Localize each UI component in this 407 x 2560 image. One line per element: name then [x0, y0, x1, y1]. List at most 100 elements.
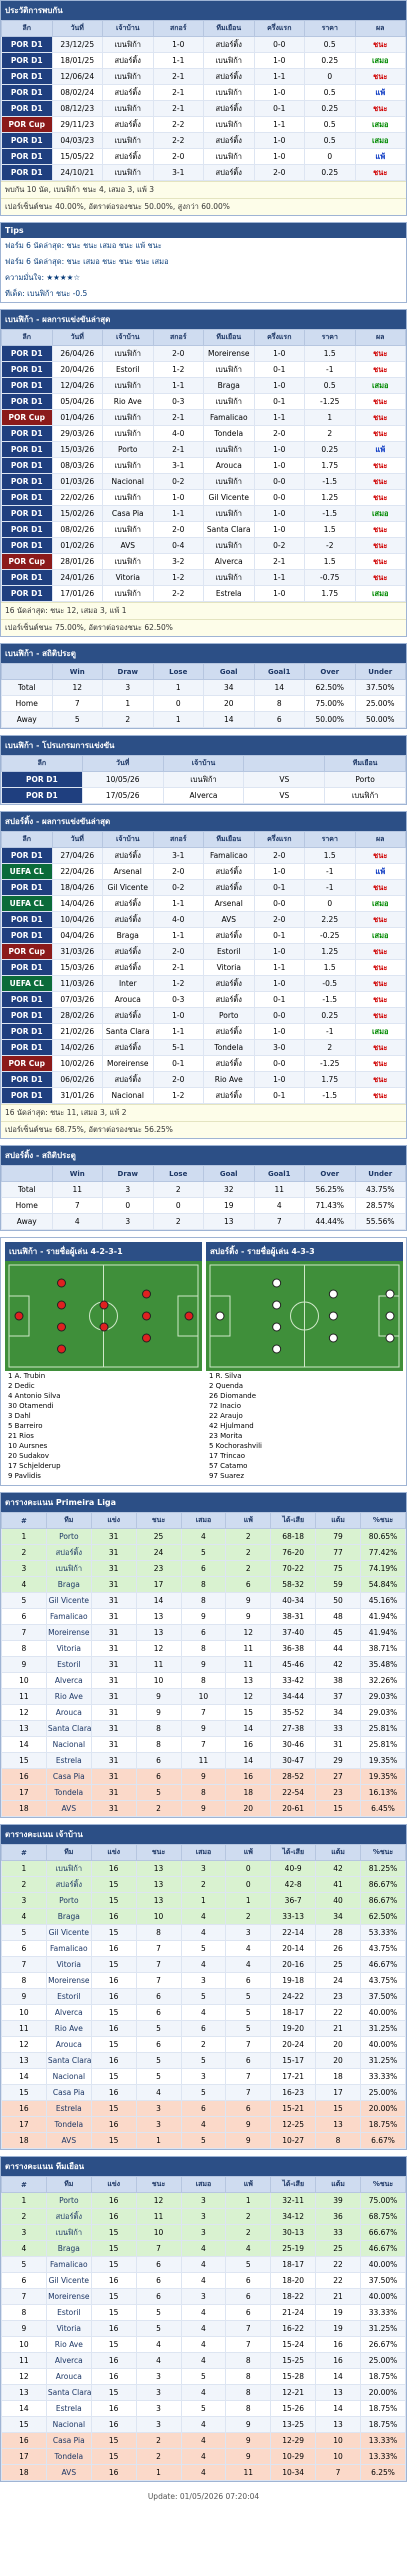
row: 2 สปอร์ติ้ง 16 11 3 2 34-12 36 68.75% — [1, 2208, 406, 2225]
cell: AVS — [203, 911, 255, 928]
cell: เบนฟิก้า — [203, 52, 255, 69]
cell: 28 — [315, 1924, 361, 1941]
cell: 15 — [90, 2132, 137, 2149]
cell: 2-1 — [152, 409, 204, 426]
cell: POR D1 — [1, 1007, 53, 1024]
cell: 5 — [135, 2320, 182, 2337]
player-dot — [385, 1333, 395, 1343]
row: 11 Rio Ave 31 9 10 12 34-44 37 29.03% — [1, 1688, 406, 1705]
cell: 5 — [180, 2400, 227, 2417]
team-lineup: สปอร์ติ้ง - รายชื่อผู้เล่น 4-3-3 1 R. Sil… — [206, 1242, 403, 1481]
cell: 1-0 — [253, 943, 305, 960]
cell: 2-0 — [152, 148, 204, 165]
section: เบนฟิก้า - สถิติประตู Win Draw Lose Goal Goal… — [0, 643, 407, 729]
cell: ชนะ — [354, 409, 406, 426]
cell: 34-44 — [270, 1688, 317, 1705]
cell: 0-0 — [253, 1055, 305, 1072]
row: POR D1 17/01/26 เบนฟิก้า 2-2 Estrela 1-0 1.75 เ… — [1, 585, 406, 602]
cell: 70-22 — [270, 1560, 317, 1577]
cell: 45-46 — [270, 1656, 317, 1673]
cell: 31 — [90, 1544, 137, 1561]
row: 8 Moreirense 16 7 3 6 19-18 24 43.75% — [1, 1972, 406, 1989]
cell: 6 — [135, 1768, 182, 1785]
cell: สปอร์ติ้ง — [102, 847, 154, 864]
cell: แพ้ — [354, 863, 406, 880]
cell: 12 — [135, 1640, 182, 1657]
player-name: 20 Sudakov — [8, 1452, 49, 1460]
cell: POR D1 — [1, 148, 53, 165]
cell: 7 — [253, 1213, 305, 1230]
cell: 9 — [135, 1688, 182, 1705]
table: ลีก วันที่ เจ้าบ้าน สกอร์ ทีมเยือน ครึ่งแรก รา… — [1, 831, 406, 1104]
cell: 24 — [135, 1544, 182, 1561]
section-title: Tips — [1, 223, 406, 238]
section-title: สปอร์ติ้ง - สถิติประตู — [1, 1146, 406, 1165]
cell: เบนฟิก้า — [102, 489, 154, 506]
cell: 33 — [315, 1720, 361, 1737]
cell: 14 — [253, 679, 305, 696]
cell: 0.5 — [304, 132, 356, 149]
cell: 5 — [180, 2084, 227, 2101]
row: POR D1 01/02/26 AVS 0-4 เบนฟิก้า 0-2 -2 ชนะ — [1, 537, 406, 554]
cell: 46.67% — [360, 1956, 406, 1973]
column-header: เจ้าบ้าน — [162, 755, 245, 772]
cell: 9 — [180, 1656, 227, 1673]
cell: 8 — [135, 1924, 182, 1941]
cell: Estoril — [102, 361, 154, 378]
column-header — [1, 1165, 53, 1182]
cell: 6 — [225, 2288, 272, 2305]
column-header: ลีก — [1, 755, 83, 772]
cell: POR D1 — [1, 521, 53, 538]
cell: 6 — [225, 2304, 272, 2321]
cell: 08/12/23 — [51, 100, 103, 117]
row: 14 Nacional 15 5 3 7 17-21 18 33.33% — [1, 2068, 406, 2085]
cell: 0-2 — [253, 537, 305, 554]
cell: Estoril — [45, 2304, 92, 2321]
cell: -1.5 — [304, 473, 356, 490]
cell: 43.75% — [354, 1181, 406, 1198]
cell: Gil Vicente — [102, 879, 154, 896]
cell: 44.44% — [304, 1213, 356, 1230]
cell: สปอร์ติ้ง — [102, 943, 154, 960]
cell: -1.25 — [304, 1055, 356, 1072]
column-header: เจ้าบ้าน — [102, 831, 154, 848]
cell: 17/01/26 — [51, 585, 103, 602]
cell: เบนฟิก้า — [203, 148, 255, 165]
cell: 16 — [90, 2052, 137, 2069]
cell: 8 — [315, 2132, 361, 2149]
cell: 0 — [152, 1197, 204, 1214]
cell: 16 — [315, 2352, 361, 2369]
cell: 18-17 — [270, 2256, 317, 2273]
cell: 0 — [304, 148, 356, 165]
cell: 20.00% — [360, 2100, 406, 2117]
cell: POR D1 — [1, 847, 53, 864]
cell: POR D1 — [1, 361, 53, 378]
cell: 22/04/26 — [51, 863, 103, 880]
section: ตารางคะแนน ทีมเยือน # ทีม แข่ง ชนะ เสมอ แพ้ ได้… — [0, 2156, 407, 2482]
cell: 3-1 — [152, 457, 204, 474]
player-name: 97 Suarez — [209, 1472, 245, 1480]
cell: -1 — [304, 863, 356, 880]
cell: 5 — [135, 2304, 182, 2321]
cell: 12 — [225, 1624, 272, 1641]
cell: POR D1 — [1, 393, 53, 410]
row: POR D1 18/04/26 Gil Vicente 0-2 สปอร์ติ้ง 0-1… — [1, 879, 406, 896]
cell: 13 — [135, 1608, 182, 1625]
cell: 15-21 — [270, 2100, 317, 2117]
row: 18 AVS 31 2 9 20 20-61 15 6.45% — [1, 1800, 406, 1817]
cell: เสมอ — [354, 132, 406, 149]
cell: สปอร์ติ้ง — [203, 927, 255, 944]
cell: 15 — [90, 2068, 137, 2085]
cell: 4 — [225, 2240, 272, 2257]
cell: Porto — [102, 441, 154, 458]
row: 2 สปอร์ติ้ง 31 24 5 2 76-20 77 77.42% — [1, 1544, 406, 1561]
player-name: 17 Schjelderup — [8, 1462, 61, 1470]
cell: -0.75 — [304, 569, 356, 586]
column-header: แพ้ — [225, 1844, 272, 1861]
cell: 15/03/26 — [51, 959, 103, 976]
cell: 15 — [1, 1752, 47, 1769]
header-row: # ทีม แข่ง ชนะ เสมอ แพ้ ได้-เสีย แต้ม %ชนะ — [1, 2176, 406, 2193]
cell: 41.94% — [360, 1608, 406, 1625]
cell: ชนะ — [354, 1071, 406, 1088]
